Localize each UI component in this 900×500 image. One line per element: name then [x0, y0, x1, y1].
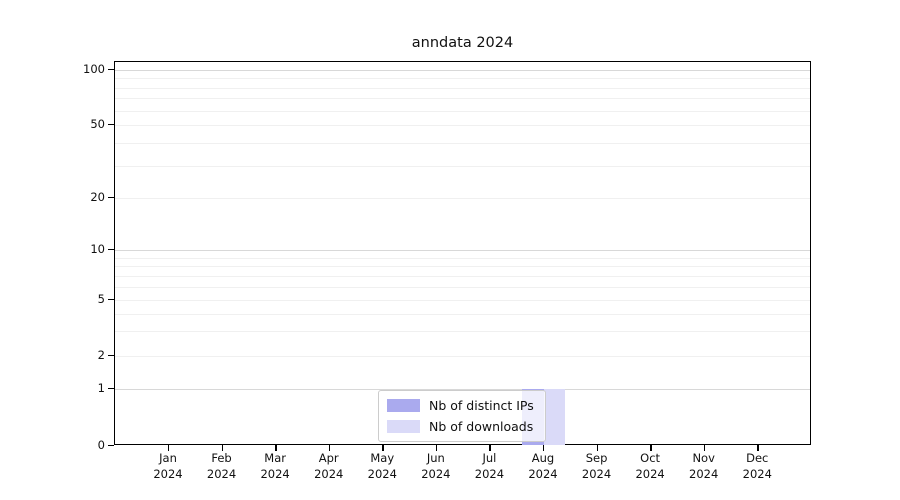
y-tick-label: 20	[90, 190, 105, 204]
legend-label-downloads: Nb of downloads	[429, 419, 534, 434]
y-tick-mark	[108, 69, 114, 71]
minor-gridline	[115, 275, 810, 277]
x-tick-label: May 2024	[367, 451, 397, 481]
y-tick-mark	[108, 197, 114, 199]
x-tick-mark	[489, 445, 491, 451]
x-tick-label: Oct 2024	[635, 451, 665, 481]
x-tick-label: Apr 2024	[314, 451, 344, 481]
chart-title: anndata 2024	[411, 35, 514, 51]
x-tick-mark	[650, 445, 652, 451]
y-tick-mark	[108, 445, 114, 447]
x-tick-label: Nov 2024	[689, 451, 719, 481]
bar-aug-1	[543, 389, 566, 445]
x-tick-mark	[382, 445, 384, 451]
x-tick-mark	[221, 445, 223, 451]
minor-gridline	[115, 257, 810, 259]
legend-label-distinct-ips: Nb of distinct IPs	[429, 398, 534, 413]
x-tick-mark	[435, 445, 438, 451]
legend-swatch-distinct-ips	[387, 399, 420, 412]
minor-gridline	[115, 87, 810, 89]
x-tick-label: Aug 2024	[528, 451, 558, 481]
x-tick-label: Jul 2024	[474, 451, 505, 481]
plot-area: Nb of distinct IPs Nb of downloads	[114, 61, 811, 445]
major-gridline	[115, 250, 810, 251]
x-tick-mark	[275, 445, 277, 451]
y-tick-mark	[108, 299, 114, 301]
minor-gridline	[115, 313, 810, 315]
x-tick-label: Mar 2024	[260, 451, 290, 481]
legend-entry-distinct-ips: Nb of distinct IPs	[387, 396, 537, 415]
minor-gridline	[115, 165, 810, 167]
y-tick-mark	[108, 388, 114, 390]
x-tick-label: Sep 2024	[581, 451, 612, 481]
y-tick-label: 10	[90, 242, 105, 256]
minor-gridline	[115, 98, 810, 100]
minor-gridline	[115, 125, 810, 126]
x-tick-label: Feb 2024	[206, 451, 237, 481]
x-tick-mark	[703, 445, 706, 451]
y-tick-label: 1	[97, 381, 105, 395]
minor-gridline	[115, 286, 810, 288]
minor-gridline	[115, 110, 810, 112]
y-tick-label: 0	[97, 438, 105, 452]
minor-gridline	[115, 198, 810, 199]
minor-gridline	[115, 300, 810, 301]
x-tick-label: Jan 2024	[153, 451, 183, 481]
legend-swatch-downloads	[387, 420, 420, 433]
minor-gridline	[115, 331, 810, 333]
legend: Nb of distinct IPs Nb of downloads	[378, 390, 546, 442]
x-tick-mark	[596, 445, 598, 451]
x-tick-mark	[168, 445, 170, 451]
y-tick-label: 2	[97, 348, 105, 362]
minor-gridline	[115, 78, 810, 80]
x-tick-mark	[542, 445, 545, 451]
y-tick-mark	[108, 355, 114, 357]
y-tick-mark	[108, 249, 114, 251]
x-tick-label: Dec 2024	[742, 451, 772, 481]
x-tick-mark	[757, 445, 759, 451]
y-tick-label: 100	[83, 62, 105, 76]
minor-gridline	[115, 142, 810, 144]
y-tick-label: 5	[97, 292, 105, 306]
y-tick-mark	[108, 124, 114, 126]
legend-entry-downloads: Nb of downloads	[387, 417, 537, 436]
x-tick-label: Jun 2024	[421, 451, 451, 481]
minor-gridline	[115, 266, 810, 268]
y-tick-label: 50	[90, 117, 105, 131]
x-tick-mark	[328, 445, 331, 451]
minor-gridline	[115, 356, 810, 357]
major-gridline	[115, 70, 810, 71]
